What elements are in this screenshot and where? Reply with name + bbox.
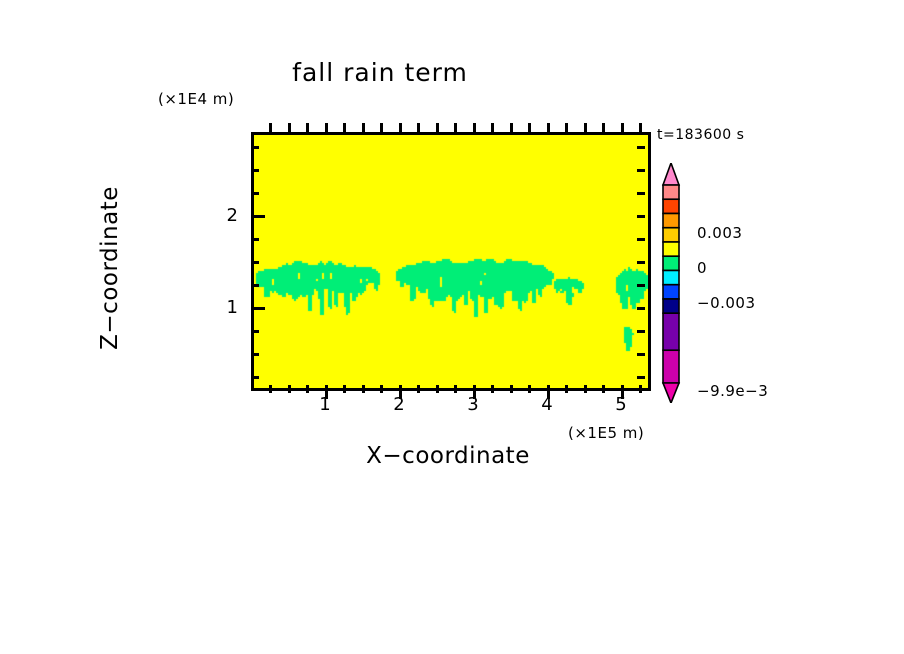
y-tick-minor (251, 192, 259, 195)
y-tick-minor (251, 353, 259, 356)
x-tick-top (491, 123, 494, 132)
x-tick-top (528, 123, 531, 132)
colorbar-graphic (661, 163, 681, 403)
heatmap-canvas (254, 135, 648, 388)
y-tick-right (637, 215, 645, 218)
x-axis-title: X−coordinate (366, 443, 530, 469)
y-tick-minor (251, 376, 259, 379)
y-tick-right (637, 261, 645, 264)
y-tick-right (637, 307, 645, 310)
x-tick-major (473, 385, 476, 399)
x-tick-top (380, 123, 383, 132)
x-tick-minor (510, 385, 513, 393)
y-tick-right (637, 169, 645, 172)
y-tick-minor (251, 146, 259, 149)
y-tick-right (637, 284, 645, 287)
x-tick-top (454, 123, 457, 132)
y-axis-unit-label: (×1E4 m) (158, 90, 235, 108)
plot-area (251, 132, 651, 391)
y-tick-minor (251, 238, 259, 241)
y-tick-major (251, 215, 265, 218)
colorbar-tick-label: −9.9e−3 (697, 382, 769, 400)
x-tick-major (325, 385, 328, 399)
y-tick-minor (251, 330, 259, 333)
x-tick-top (269, 123, 272, 132)
colorbar (661, 163, 681, 403)
x-tick-minor (380, 385, 383, 393)
y-tick-right (637, 238, 645, 241)
x-tick-top (399, 123, 402, 132)
x-tick-top (343, 123, 346, 132)
x-tick-top (547, 123, 550, 132)
page-title: fall rain term (292, 58, 468, 87)
x-tick-minor (584, 385, 587, 393)
x-tick-top (621, 123, 624, 132)
x-tick-top (325, 123, 328, 132)
x-axis-unit-label: (×1E5 m) (568, 424, 645, 442)
x-tick-top (565, 123, 568, 132)
x-tick-minor (454, 385, 457, 393)
x-axis-tick-label: 1 (319, 394, 331, 415)
y-tick-right (637, 376, 645, 379)
x-tick-minor (269, 385, 272, 393)
x-axis-tick-label: 4 (541, 394, 553, 415)
x-tick-top (473, 123, 476, 132)
y-tick-minor (251, 169, 259, 172)
y-tick-right (637, 353, 645, 356)
colorbar-tick-label: −0.003 (697, 294, 756, 312)
x-tick-major (547, 385, 550, 399)
x-tick-minor (565, 385, 568, 393)
y-tick-minor (251, 284, 259, 287)
y-axis-title: Z−coordinate (97, 186, 123, 350)
x-tick-top (306, 123, 309, 132)
colorbar-tick-label: 0.003 (697, 224, 743, 242)
x-tick-minor (417, 385, 420, 393)
x-tick-minor (306, 385, 309, 393)
x-axis-tick-label: 2 (393, 394, 405, 415)
y-tick-right (637, 146, 645, 149)
x-axis-tick-label: 5 (615, 394, 627, 415)
x-tick-top (584, 123, 587, 132)
y-tick-minor (251, 261, 259, 264)
x-tick-top (417, 123, 420, 132)
x-tick-top (362, 123, 365, 132)
x-axis-tick-label: 3 (467, 394, 479, 415)
x-tick-major (399, 385, 402, 399)
y-axis-tick-label: 2 (226, 205, 238, 226)
x-tick-minor (528, 385, 531, 393)
timestamp-label: t=183600 s (657, 127, 745, 143)
x-tick-top (602, 123, 605, 132)
x-tick-major (621, 385, 624, 399)
x-tick-minor (288, 385, 291, 393)
x-tick-top (436, 123, 439, 132)
x-tick-minor (362, 385, 365, 393)
y-tick-right (637, 192, 645, 195)
y-tick-right (637, 330, 645, 333)
x-tick-top (639, 123, 642, 132)
y-tick-major (251, 307, 265, 310)
colorbar-tick-label: 0 (697, 259, 708, 277)
x-tick-top (510, 123, 513, 132)
x-tick-minor (436, 385, 439, 393)
x-tick-minor (491, 385, 494, 393)
x-tick-minor (343, 385, 346, 393)
x-tick-minor (602, 385, 605, 393)
x-tick-minor (639, 385, 642, 393)
y-axis-tick-label: 1 (226, 297, 238, 318)
x-tick-top (288, 123, 291, 132)
